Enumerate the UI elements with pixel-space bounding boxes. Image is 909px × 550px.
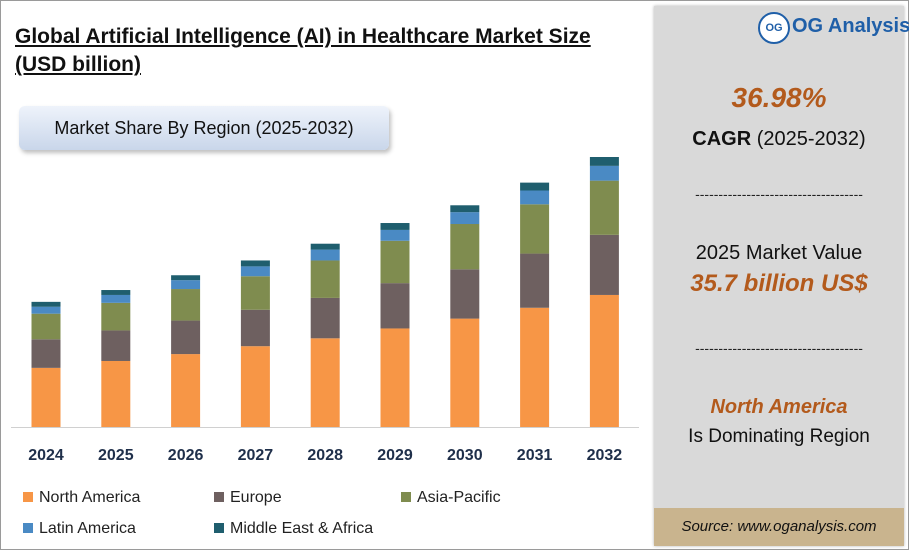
bar-segment-2027-latin-america	[240, 266, 270, 277]
bar-segment-2027-asia-pacific	[240, 276, 270, 310]
bar-segment-2026-europe	[171, 320, 201, 355]
x-tick-label-2029: 2029	[377, 447, 413, 464]
bar-segment-2029-latin-america	[380, 229, 410, 241]
bar-segment-2032-north-america	[589, 294, 619, 427]
legend-item-asia-pacific: Asia-Pacific	[401, 489, 501, 507]
bar-segment-2027-europe	[240, 309, 270, 347]
legend-item-north-america: North America	[23, 489, 140, 507]
bar-segment-2026-north-america	[171, 354, 201, 427]
chart-legend: North America Europe Asia-Pacific Latin Ame…	[23, 489, 643, 549]
bar-segment-2030-europe	[450, 269, 480, 319]
legend-label: Europe	[230, 489, 282, 506]
legend-item-middle-east-africa: Middle East & Africa	[214, 520, 373, 538]
bar-segment-2031-middle-east-africa	[520, 182, 550, 191]
bar-segment-2028-asia-pacific	[310, 260, 340, 298]
bar-segment-2028-middle-east-africa	[310, 243, 340, 250]
x-tick-label-2027: 2027	[238, 447, 274, 464]
dominating-region-label: Is Dominating Region	[688, 426, 870, 447]
legend-label: Asia-Pacific	[417, 489, 501, 506]
x-tick-label-2026: 2026	[168, 447, 204, 464]
dominating-region: North America	[710, 396, 848, 418]
bar-segment-2031-europe	[520, 253, 550, 308]
bar-segment-2028-europe	[310, 297, 340, 339]
bar-segment-2026-asia-pacific	[171, 289, 201, 321]
cagr-label-period: (2025-2032)	[751, 128, 866, 150]
market-value: 35.7 billion US$	[690, 270, 868, 297]
cagr-label-bold: CAGR	[692, 128, 752, 150]
bar-segment-2024-middle-east-africa	[31, 301, 61, 307]
legend-swatch	[214, 523, 224, 533]
bar-segment-2025-europe	[101, 330, 131, 361]
bar-segment-2024-asia-pacific	[31, 313, 61, 340]
bar-segment-2029-middle-east-africa	[380, 223, 410, 230]
bar-segment-2027-middle-east-africa	[240, 260, 270, 267]
bar-segment-2024-north-america	[31, 367, 61, 427]
bar-segment-2029-north-america	[380, 328, 410, 427]
logo-text: OG Analysis	[792, 15, 909, 37]
bar-segment-2028-latin-america	[310, 249, 340, 261]
logo: OG OG Analysis	[758, 12, 909, 44]
x-tick-label-2030: 2030	[447, 447, 483, 464]
bar-segment-2030-north-america	[450, 318, 480, 427]
chart-subtitle: Market Share By Region (2025-2032)	[19, 106, 389, 150]
market-value-label: 2025 Market Value	[695, 242, 863, 264]
bar-segment-2032-middle-east-africa	[589, 157, 619, 166]
bar-segment-2032-asia-pacific	[589, 180, 619, 235]
legend-item-latin-america: Latin America	[23, 520, 136, 538]
x-tick-label-2031: 2031	[517, 447, 553, 464]
divider-top: ------------------------------------	[695, 186, 863, 202]
bar-segment-2025-north-america	[101, 360, 131, 427]
bar-segment-2025-asia-pacific	[101, 302, 131, 331]
bar-segment-2031-north-america	[520, 307, 550, 427]
chart-title: Global Artificial Intelligence (AI) in H…	[15, 25, 591, 76]
cagr-label: CAGR (2025-2032)	[654, 128, 904, 151]
bar-segment-2024-latin-america	[31, 306, 61, 314]
legend-swatch	[401, 492, 411, 502]
bar-segment-2027-north-america	[240, 346, 270, 427]
bar-segment-2024-europe	[31, 339, 61, 368]
bar-segment-2025-middle-east-africa	[101, 290, 131, 295]
bar-segment-2031-latin-america	[520, 190, 550, 205]
bar-segment-2026-middle-east-africa	[171, 275, 201, 281]
bar-segment-2030-latin-america	[450, 212, 480, 225]
legend-label: Middle East & Africa	[230, 520, 374, 537]
bar-segment-2032-latin-america	[589, 165, 619, 181]
bar-segment-2025-latin-america	[101, 294, 131, 303]
bar-segment-2032-europe	[589, 234, 619, 295]
legend-swatch	[23, 523, 33, 533]
bar-segment-2029-europe	[380, 283, 410, 329]
bar-segment-2030-asia-pacific	[450, 224, 480, 270]
stacked-bar-chart: 2024 2025 2026 2027 2028 2029 2030 2031 2032	[11, 157, 639, 464]
legend-label: North America	[39, 489, 141, 506]
source-note: Source: www.oganalysis.com	[654, 508, 904, 546]
bar-segment-2029-asia-pacific	[380, 240, 410, 284]
legend-label: Latin America	[39, 520, 136, 537]
x-tick-label-2025: 2025	[98, 447, 134, 464]
bar-segment-2026-latin-america	[171, 280, 201, 290]
x-tick-label-2024: 2024	[28, 447, 64, 464]
summary-panel: OG OG Analysis 36.98% CAGR (2025-2032) -…	[654, 6, 909, 546]
legend-swatch	[23, 492, 33, 502]
cagr-value: 36.98%	[731, 82, 827, 113]
logo-mark: OG	[758, 12, 790, 44]
legend-item-europe: Europe	[214, 489, 282, 507]
legend-swatch	[214, 492, 224, 502]
bar-segment-2028-north-america	[310, 338, 340, 427]
bar-segment-2031-asia-pacific	[520, 204, 550, 254]
bar-segment-2030-middle-east-africa	[450, 205, 480, 213]
x-tick-label-2032: 2032	[587, 447, 623, 464]
divider-bottom: ------------------------------------	[695, 340, 863, 356]
x-tick-label-2028: 2028	[307, 447, 343, 464]
